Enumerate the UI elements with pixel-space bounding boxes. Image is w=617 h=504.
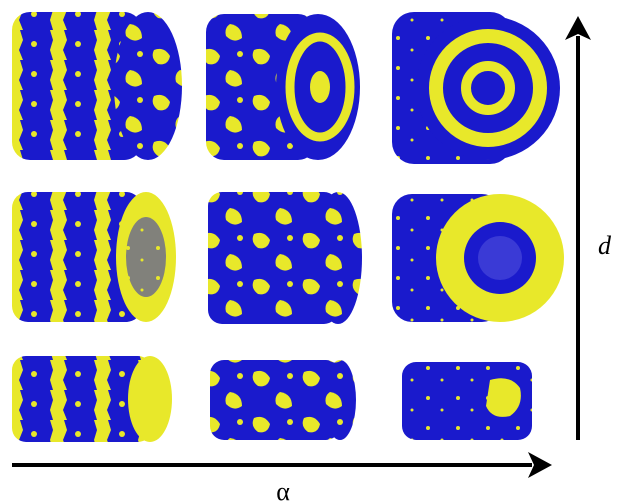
cylinder — [392, 194, 564, 322]
cylinder — [392, 12, 560, 164]
vertical-arrow — [565, 16, 591, 440]
cylinder — [12, 356, 172, 442]
horizontal-arrow — [12, 452, 552, 478]
axis-label: α — [276, 477, 290, 504]
cylinder — [206, 14, 360, 160]
figure: d α — [0, 0, 617, 504]
cylinder — [12, 12, 182, 160]
axis-label: d — [598, 231, 612, 260]
cylinder — [208, 192, 362, 324]
cylinder — [210, 360, 356, 440]
cylinder — [402, 362, 532, 440]
cylinder — [12, 192, 176, 322]
